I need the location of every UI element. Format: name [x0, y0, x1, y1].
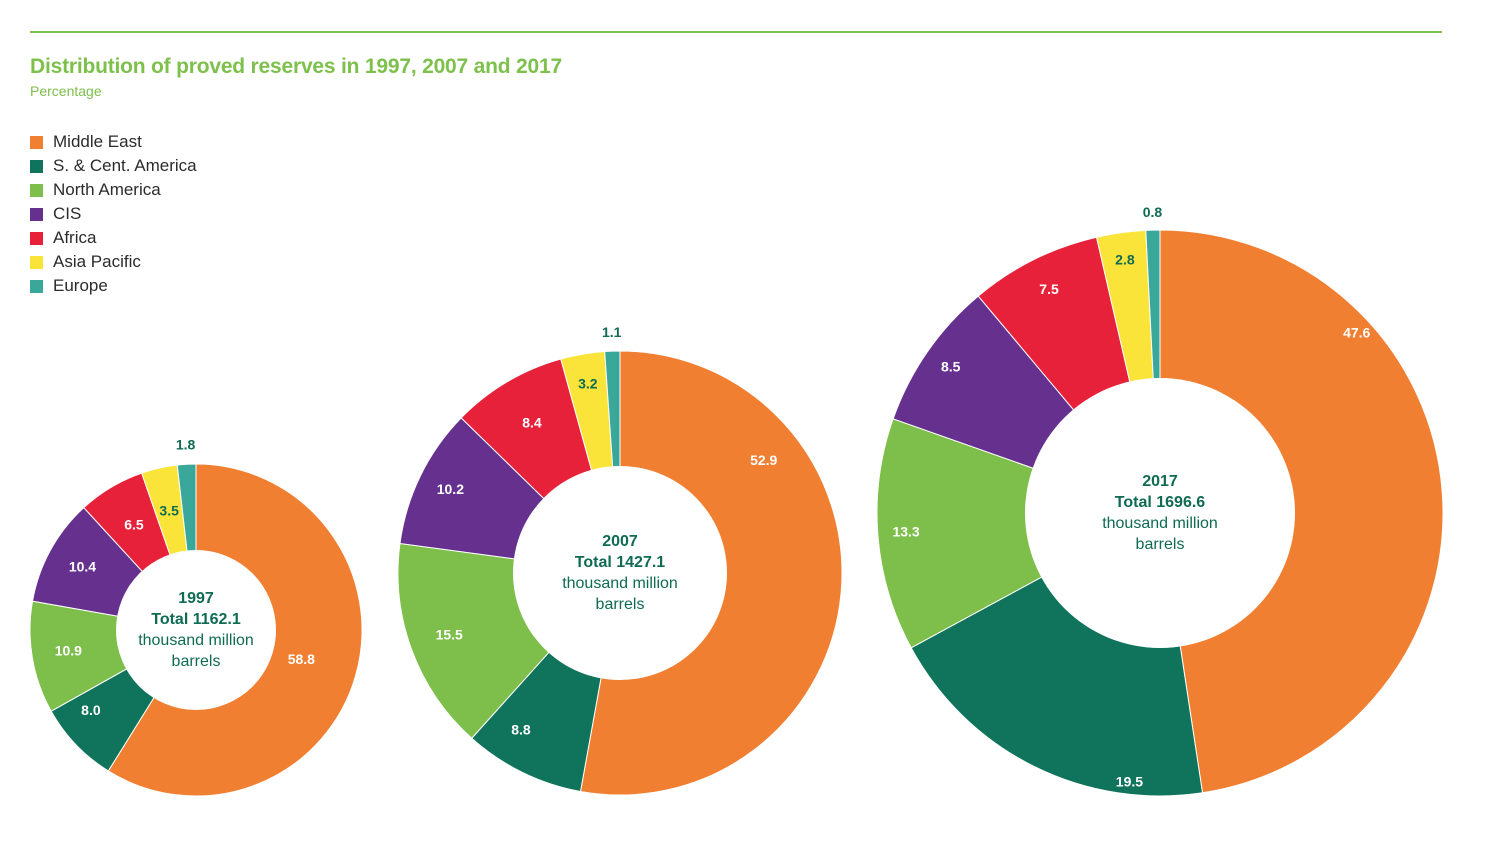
legend-swatch	[30, 231, 43, 245]
slice-north-america	[876, 418, 1162, 649]
slice-value-label: 0.8	[1143, 204, 1163, 220]
legend-label: Africa	[53, 228, 97, 247]
slice-value-label: 10.9	[55, 642, 82, 658]
legend-swatch	[30, 159, 43, 173]
slice-value-label: 13.3	[892, 524, 919, 540]
legend-swatch	[30, 183, 43, 197]
legend-label: Asia Pacific	[53, 252, 141, 271]
slice-value-label: 3.5	[159, 503, 179, 519]
donut-hole	[116, 550, 276, 710]
legend-item-africa: Africa	[30, 226, 197, 250]
slice-value-label: 3.2	[578, 376, 598, 392]
legend-swatch	[30, 207, 43, 221]
center-unit: thousand million	[562, 575, 678, 592]
slice-value-label: 8.0	[81, 702, 101, 718]
center-total: Total 1427.1	[575, 554, 666, 571]
center-unit: barrels	[596, 596, 645, 613]
donut-2017: 47.6 19.5 13.3 8.5 7.5 2.8 0.8 2017 Total 1696.6…	[876, 204, 1444, 797]
chart-subtitle: Percentage	[30, 83, 102, 99]
slice-value-label: 8.4	[522, 415, 542, 431]
top-rule	[30, 31, 1442, 33]
legend-label: North America	[53, 180, 161, 199]
slice-value-label: 1.8	[176, 437, 196, 453]
legend-swatch	[30, 255, 43, 269]
legend-item-europe: Europe	[30, 274, 197, 298]
donut-hole	[1025, 378, 1295, 648]
legend: Middle East S. & Cent. America North Ame…	[30, 130, 197, 298]
center-year: 2017	[1142, 473, 1178, 490]
slice-value-label: 8.5	[941, 359, 961, 375]
center-unit: thousand million	[138, 632, 254, 649]
center-total: Total 1696.6	[1115, 494, 1206, 511]
legend-swatch	[30, 279, 43, 293]
legend-label: CIS	[53, 204, 82, 223]
chart-title: Distribution of proved reserves in 1997,…	[30, 55, 562, 78]
legend-label: Europe	[53, 276, 108, 295]
center-unit: thousand million	[1102, 515, 1218, 532]
donut-hole	[513, 466, 727, 680]
center-total: Total 1162.1	[151, 611, 241, 628]
legend-item-cis: CIS	[30, 202, 197, 226]
slice-value-label: 10.4	[69, 558, 96, 574]
slice-value-label: 1.1	[602, 324, 622, 340]
slice-value-label: 10.2	[437, 481, 464, 497]
slice-middle-east	[1159, 229, 1444, 794]
slice-value-label: 8.8	[511, 722, 531, 738]
slice-value-label: 47.6	[1343, 325, 1370, 341]
center-unit: barrels	[1136, 536, 1185, 553]
center-year: 1997	[178, 590, 214, 607]
legend-item-middle-east: Middle East	[30, 130, 197, 154]
legend-item-north-america: North America	[30, 178, 197, 202]
donut-1997: 58.8 8.0 10.9 10.4 6.5 3.5 1.8 1997 Total 1162.1…	[29, 437, 363, 797]
slice-value-label: 15.5	[436, 627, 463, 643]
slice-value-label: 19.5	[1116, 774, 1143, 790]
slice-value-label: 2.8	[1115, 251, 1135, 267]
slice-value-label: 58.8	[288, 651, 315, 667]
legend-item-s-cent-america: S. & Cent. America	[30, 154, 197, 178]
slice-value-label: 6.5	[124, 517, 144, 533]
legend-swatch	[30, 135, 43, 149]
slice-value-label: 52.9	[750, 452, 777, 468]
center-year: 2007	[602, 533, 638, 550]
center-unit: barrels	[172, 653, 221, 670]
donut-2007: 52.9 8.8 15.5 10.2 8.4 3.2 1.1 2007 Total 1427.1…	[397, 324, 843, 796]
legend-item-asia-pacific: Asia Pacific	[30, 250, 197, 274]
legend-label: S. & Cent. America	[53, 156, 197, 175]
legend-label: Middle East	[53, 132, 142, 151]
slice-value-label: 7.5	[1039, 281, 1059, 297]
